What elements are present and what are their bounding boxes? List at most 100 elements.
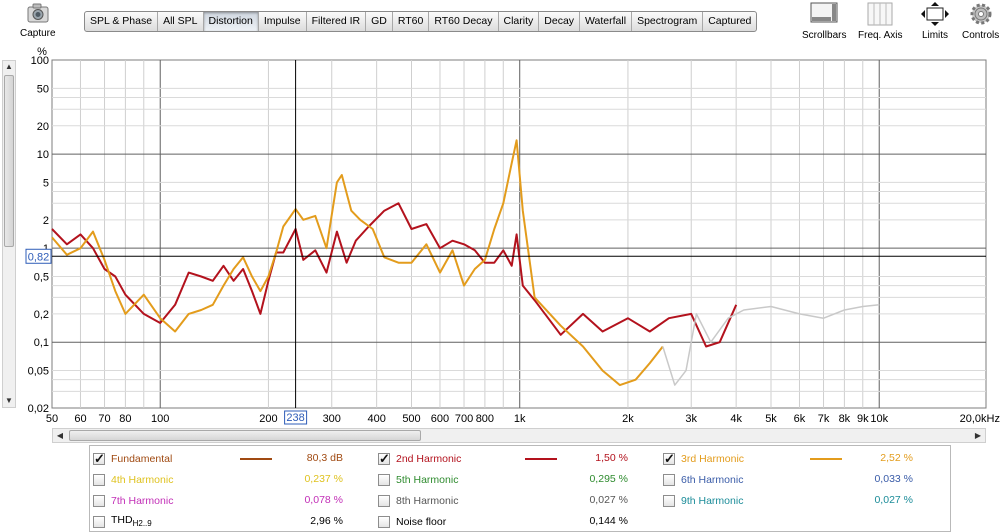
legend-label-text: 3rd Harmonic (681, 452, 745, 465)
x-tick-label: 7k (818, 413, 830, 425)
legend-label-text: Fundamental (111, 452, 173, 465)
tab-rt60-decay[interactable]: RT60 Decay (429, 12, 499, 31)
tab-clarity[interactable]: Clarity (499, 12, 540, 31)
y-tick-label: 5 (43, 177, 49, 189)
scroll-up-icon[interactable]: ▲ (5, 62, 13, 71)
freq-axis-label: Freq. Axis (858, 30, 903, 41)
legend-checkbox[interactable] (663, 473, 675, 486)
legend-value: 0,295 % (589, 473, 628, 485)
legend-item-thd: THDH2..9 (93, 511, 152, 532)
controls-button[interactable]: Controls (962, 2, 999, 41)
legend-value: 2,96 % (310, 515, 343, 527)
y-tick-label: 100 (31, 55, 49, 67)
legend-line-swatch (525, 458, 557, 460)
legend-value: 0,027 % (589, 494, 628, 506)
tab-rt60[interactable]: RT60 (393, 12, 430, 31)
y-tick-label: 0,2 (34, 309, 49, 321)
legend-label-text: 2nd Harmonic (396, 452, 462, 465)
x-tick-label: 600 (431, 413, 449, 425)
tab-gd[interactable]: GD (366, 12, 393, 31)
x-tick-label: 100 (151, 413, 169, 425)
series-line-fundamental (662, 304, 880, 386)
scroll-down-icon[interactable]: ▼ (5, 396, 13, 405)
tab-waterfall[interactable]: Waterfall (580, 12, 633, 31)
horizontal-scroll-thumb[interactable] (69, 430, 421, 441)
distortion-chart[interactable]: % 1005020105210,50,20,10,050,02 50607080… (0, 0, 1002, 428)
scroll-left-icon[interactable]: ◀ (56, 431, 64, 440)
legend-checkbox[interactable] (93, 451, 105, 467)
controls-label: Controls (962, 30, 1000, 41)
legend-label: Fundamental (111, 453, 172, 465)
cursor-x-readout-box (284, 410, 308, 425)
grid (52, 60, 986, 408)
legend-item-noise-floor: Noise floor (378, 511, 446, 532)
x-tick-label: 1k (514, 413, 526, 425)
legend-label: THDH2..9 (111, 514, 152, 528)
x-tick-label: 10k (870, 413, 888, 425)
cursor-y-readout-box (25, 248, 52, 264)
legend-checkbox[interactable] (378, 473, 390, 486)
y-tick-label: 0,5 (34, 271, 49, 283)
plot-frame (51, 59, 987, 409)
x-tick-label: 70 (98, 413, 110, 425)
limits-button[interactable]: Limits (920, 2, 950, 41)
x-tick-label: 60 (74, 413, 86, 425)
legend-checkbox[interactable] (378, 494, 390, 507)
vertical-scroll-thumb[interactable] (4, 75, 14, 247)
legend-checkbox[interactable] (93, 515, 105, 528)
x-tick-label: 20,0kHz (960, 413, 1000, 425)
tab-decay[interactable]: Decay (539, 12, 581, 31)
tab-captured[interactable]: Captured (708, 15, 752, 27)
freq-axis-button[interactable]: Freq. Axis (858, 2, 902, 41)
y-tick-label: 2 (43, 215, 49, 227)
legend-checkbox[interactable] (378, 515, 390, 528)
tab-filtered-ir[interactable]: Filtered IR (307, 12, 367, 31)
x-tick-label: 8k (839, 413, 851, 425)
scrollbars-button[interactable]: Scrollbars (802, 2, 846, 41)
x-tick-label: 5k (765, 413, 777, 425)
scrollbars-icon (810, 2, 838, 23)
limits-label: Limits (921, 30, 949, 41)
legend-value: 0,144 % (589, 515, 628, 527)
x-tick-label: 50 (46, 413, 58, 425)
tab-spectrogram[interactable]: Spectrogram (632, 12, 704, 31)
legend-checkbox[interactable] (93, 473, 105, 486)
legend-checkbox[interactable] (93, 494, 105, 507)
horizontal-scrollbar[interactable]: ◀ ▶ (52, 428, 986, 443)
x-tick-label: 80 (119, 413, 131, 425)
legend-label-text: THD (111, 514, 133, 527)
legend-label: 6th Harmonic (681, 474, 743, 486)
legend-line-swatch (810, 458, 842, 460)
legend-label-text: 5th Harmonic (396, 473, 459, 486)
legend-label: 5th Harmonic (396, 474, 458, 486)
scroll-right-icon[interactable]: ▶ (974, 431, 982, 440)
view-tabs: SPL & Phase All SPL Distortion Impulse Filte… (84, 11, 758, 32)
cursor[interactable]: 0,82 238 (25, 60, 986, 425)
x-tick-label: 6k (794, 413, 806, 425)
legend-item-6th-harmonic: 6th Harmonic (663, 469, 743, 490)
x-tick-label: 300 (323, 413, 341, 425)
legend-checkbox[interactable] (378, 451, 390, 467)
tab-distortion[interactable]: Distortion (203, 12, 259, 31)
x-tick-label: 3k (685, 413, 697, 425)
legend-item-7th-harmonic: 7th Harmonic (93, 490, 173, 511)
legend-checkbox[interactable] (663, 451, 675, 467)
legend-label-subscript: H2..9 (132, 519, 152, 529)
legend-value: 1,50 % (595, 452, 628, 464)
y-tick-label: 0,02 (28, 403, 49, 415)
camera-icon (27, 3, 49, 23)
legend-item-9th-harmonic: 9th Harmonic (663, 490, 743, 511)
legend-value: 0,078 % (304, 494, 343, 506)
capture-button[interactable]: Capture (20, 2, 56, 39)
y-tick-label: 50 (37, 83, 49, 95)
tab-spl-phase[interactable]: SPL & Phase (85, 12, 159, 31)
x-tick-label: 9k (857, 413, 869, 425)
tab-all-spl[interactable]: All SPL (158, 12, 204, 31)
legend-label: 9th Harmonic (681, 495, 743, 507)
tab-impulse[interactable]: Impulse (259, 12, 307, 31)
legend-checkbox[interactable] (663, 494, 675, 507)
legend-value: 0,027 % (874, 494, 913, 506)
x-tick-labels: 50 60 70 80 100 200 300 400 500 600 700 800 1k 2k 3k 4k… (46, 413, 1000, 425)
vertical-scrollbar[interactable]: ▲ ▼ (2, 60, 16, 408)
